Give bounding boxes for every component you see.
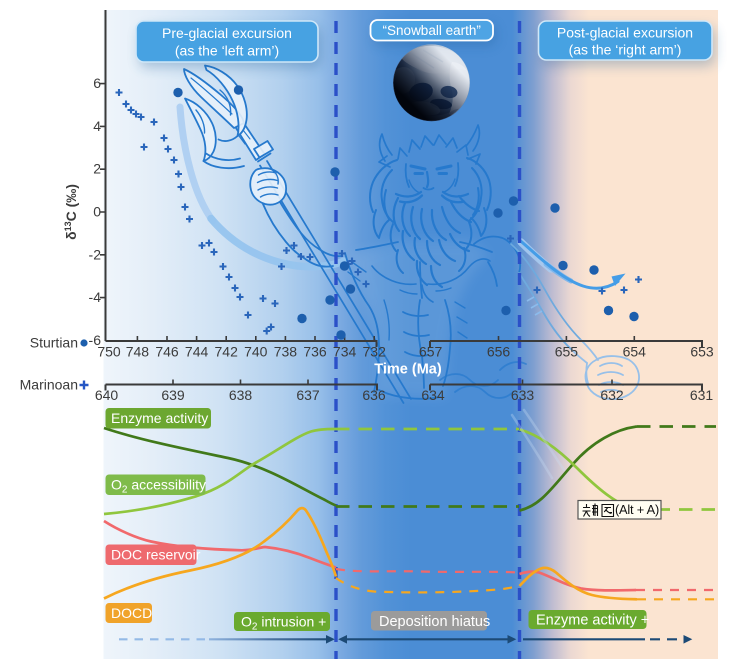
svg-text:(as the ‘left arm’): (as the ‘left arm’)	[175, 43, 279, 59]
svg-text:738: 738	[274, 344, 298, 360]
svg-text:744: 744	[185, 344, 209, 360]
svg-text:Deposition hiatus: Deposition hiatus	[379, 614, 490, 630]
svg-text:653: 653	[690, 344, 714, 360]
svg-text:DOC reservoir: DOC reservoir	[111, 547, 201, 563]
svg-text:640: 640	[95, 387, 119, 403]
svg-text:638: 638	[229, 387, 253, 403]
svg-text:Enzyme activity: Enzyme activity	[111, 410, 208, 426]
svg-text:4: 4	[93, 118, 101, 134]
svg-text:633: 633	[511, 387, 535, 403]
svg-text:-4: -4	[89, 289, 102, 305]
svg-text:632: 632	[600, 387, 624, 403]
svg-text:(Alt + A): (Alt + A)	[615, 502, 659, 517]
svg-text:-6: -6	[89, 332, 102, 348]
svg-text:Marinoan: Marinoan	[20, 377, 78, 393]
svg-text:2: 2	[93, 161, 101, 177]
svg-text:637: 637	[296, 387, 320, 403]
svg-text:6: 6	[93, 75, 101, 91]
svg-text:734: 734	[333, 344, 357, 360]
svg-text:732: 732	[363, 344, 387, 360]
svg-text:0: 0	[93, 204, 101, 220]
svg-text:748: 748	[126, 344, 150, 360]
svg-text:636: 636	[362, 387, 386, 403]
svg-text:740: 740	[244, 344, 268, 360]
svg-text:(as the ‘right arm’): (as the ‘right arm’)	[569, 42, 682, 58]
svg-text:634: 634	[421, 387, 445, 403]
svg-text:δ13C (‰): δ13C (‰)	[63, 184, 79, 240]
svg-text:DOCD: DOCD	[111, 605, 152, 621]
svg-text:742: 742	[215, 344, 239, 360]
svg-text:O2 accessibility: O2 accessibility	[111, 477, 206, 496]
svg-text:746: 746	[155, 344, 179, 360]
svg-text:639: 639	[161, 387, 185, 403]
svg-text:750: 750	[97, 344, 121, 360]
svg-text:656: 656	[487, 344, 511, 360]
svg-text:Time (Ma): Time (Ma)	[374, 362, 442, 378]
svg-text:-2: -2	[89, 246, 102, 262]
svg-text:Enzyme activity +: Enzyme activity +	[536, 613, 649, 629]
svg-text:654: 654	[623, 344, 647, 360]
svg-text:Post-glacial excursion: Post-glacial excursion	[557, 25, 693, 41]
svg-text:657: 657	[419, 344, 443, 360]
svg-text:631: 631	[690, 387, 714, 403]
svg-text:736: 736	[303, 344, 327, 360]
svg-text:655: 655	[555, 344, 579, 360]
svg-text:Sturtian: Sturtian	[30, 335, 78, 351]
svg-text:“Snowball earth”: “Snowball earth”	[383, 23, 481, 38]
svg-text:O2 intrusion +: O2 intrusion +	[241, 614, 326, 633]
svg-text:Pre-glacial excursion: Pre-glacial excursion	[162, 25, 292, 41]
